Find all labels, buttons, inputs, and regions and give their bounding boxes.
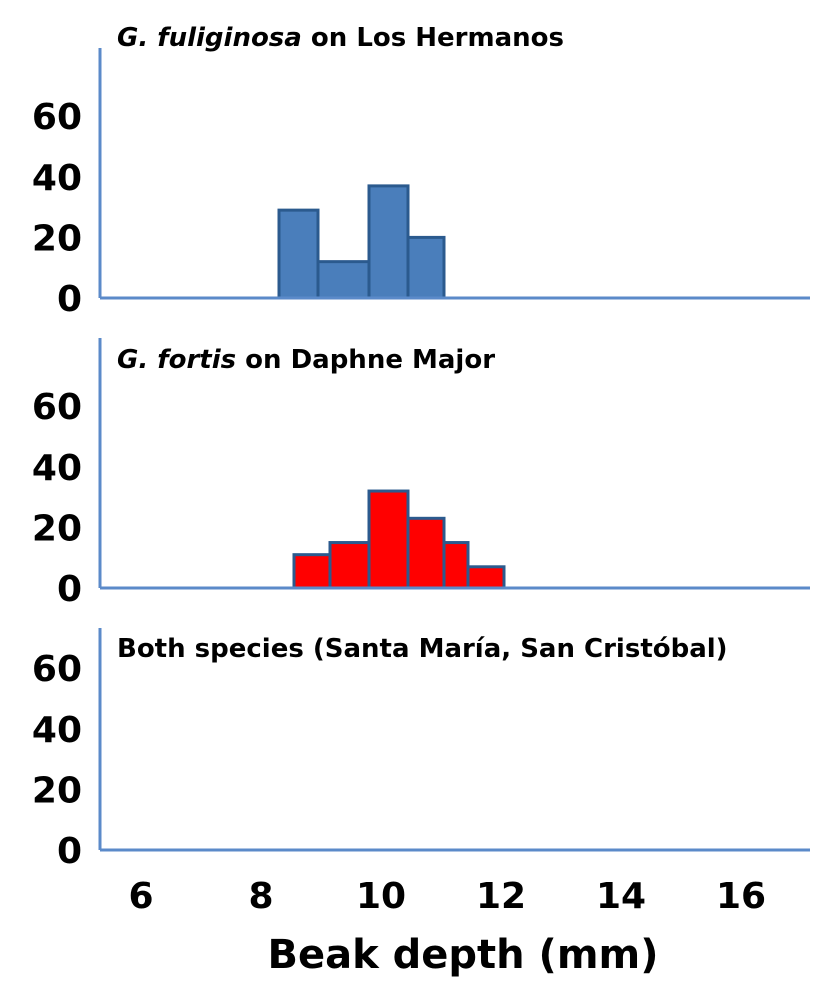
- histogram-bar: [406, 235, 446, 300]
- histogram-panel-3: 0 20 40 60 Both species (Santa María, San Cr…: [32, 628, 810, 872]
- y-tick-label: 60: [32, 97, 82, 138]
- x-tick-label: 8: [248, 876, 273, 917]
- y-tick-label: 40: [32, 710, 82, 751]
- y-tick-label: 20: [32, 770, 82, 811]
- histogram-panel-2: 0 20 40 60 G. fortis on Daphne Major: [32, 338, 810, 610]
- x-axis-title: Beak depth (mm): [268, 932, 659, 978]
- x-tick-label: 14: [596, 876, 646, 917]
- x-tick-label: 16: [716, 876, 766, 917]
- y-tick-label: 60: [32, 387, 82, 428]
- histogram-panel-1: 0 20 40 60 G. fuliginosa on Los Hermanos: [32, 23, 810, 320]
- histogram-bar: [316, 260, 371, 300]
- histogram-bar: [292, 553, 332, 590]
- y-tick-label: 20: [32, 218, 82, 259]
- panel-title-species: G. fortis: [117, 345, 236, 375]
- x-tick-label: 12: [476, 876, 526, 917]
- histogram-bar: [406, 516, 446, 590]
- histogram-bar: [277, 208, 320, 300]
- y-tick-label: 40: [32, 448, 82, 489]
- histogram-bar: [466, 565, 506, 590]
- histogram-bar: [367, 489, 410, 590]
- y-tick-label: 0: [57, 279, 82, 320]
- panel-title: G. fuliginosa on Los Hermanos: [117, 23, 564, 53]
- histogram-bar: [442, 541, 470, 590]
- panel-title-location: on Daphne Major: [236, 345, 495, 375]
- y-tick-label: 60: [32, 649, 82, 690]
- panel-title: G. fortis on Daphne Major: [117, 345, 495, 375]
- panel-title: Both species (Santa María, San Cristóbal…: [117, 634, 728, 664]
- panel-title-location: Both species (Santa María, San Cristóbal…: [117, 634, 728, 664]
- y-tick-label: 0: [57, 569, 82, 610]
- y-tick-label: 20: [32, 508, 82, 549]
- histogram-bar: [367, 184, 410, 300]
- x-tick-label: 10: [356, 876, 406, 917]
- y-tick-label: 0: [57, 831, 82, 872]
- panel-title-species: G. fuliginosa: [117, 23, 302, 53]
- y-tick-label: 40: [32, 158, 82, 199]
- x-tick-label: 6: [128, 876, 153, 917]
- histogram-bar: [328, 541, 371, 590]
- panel-title-location: on Los Hermanos: [302, 23, 564, 53]
